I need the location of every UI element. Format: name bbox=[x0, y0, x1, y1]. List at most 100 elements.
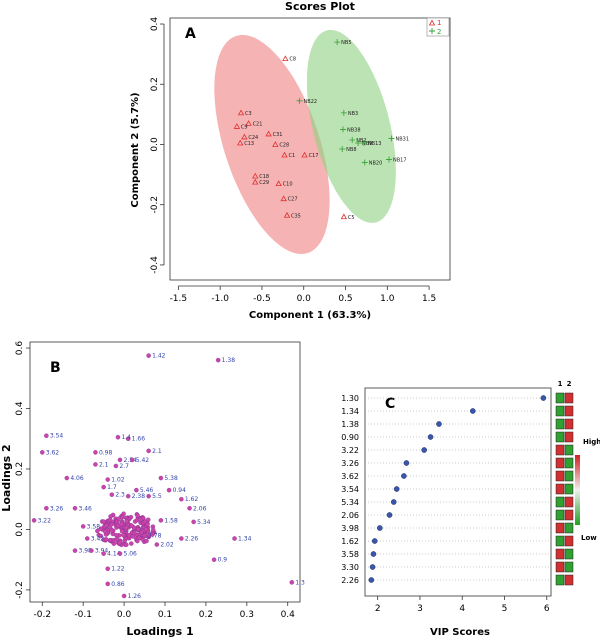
plot-c-frame bbox=[364, 387, 552, 597]
y-axis-label-a: Component 2 (5.7%) bbox=[130, 92, 141, 207]
loading-point bbox=[121, 533, 126, 538]
loading-point bbox=[44, 506, 49, 511]
panel-a-label: A bbox=[185, 26, 196, 42]
legend-entry-1: 1 bbox=[437, 19, 441, 27]
vip-row-label: 1.34 bbox=[341, 407, 359, 416]
x-tick-label-b: 0.0 bbox=[117, 610, 132, 620]
loading-point-label: 2.1 bbox=[152, 448, 162, 455]
loading-point bbox=[72, 548, 78, 553]
vip-row-label: 2.26 bbox=[341, 576, 359, 585]
loading-point-label: 0.86 bbox=[111, 581, 125, 588]
loading-point bbox=[117, 551, 123, 556]
loading-point bbox=[125, 436, 131, 441]
score-point-label: C17 bbox=[309, 153, 319, 159]
loading-point bbox=[40, 450, 45, 455]
vip-row-label: 3.62 bbox=[341, 472, 359, 481]
loading-point bbox=[117, 457, 123, 463]
vip-score-dot bbox=[540, 395, 547, 401]
loading-point bbox=[211, 557, 217, 562]
loading-point-label: 1.22 bbox=[111, 566, 125, 573]
loading-point-label: 3.54 bbox=[50, 433, 64, 440]
y-axis-label-b: Loadings 2 bbox=[0, 444, 13, 511]
loading-point bbox=[72, 506, 78, 511]
score-point bbox=[237, 139, 244, 146]
vip-score-dot bbox=[436, 421, 442, 427]
loading-point bbox=[187, 506, 192, 511]
loading-point-label: 1.3 bbox=[295, 579, 305, 586]
score-point bbox=[385, 156, 392, 163]
heat-cell-group-1 bbox=[555, 431, 565, 443]
plot-b-frame bbox=[29, 341, 301, 603]
heat-cell-group-1 bbox=[555, 561, 565, 573]
score-point-label: NB22 bbox=[304, 99, 318, 105]
vip-score-dot bbox=[386, 512, 393, 518]
score-point bbox=[340, 213, 348, 220]
score-point bbox=[280, 195, 287, 202]
score-point-label: NB2 bbox=[356, 138, 366, 144]
loadings-plot: B 1.421.383.543.621.661.42.10.982.545.42… bbox=[0, 341, 305, 638]
loading-point bbox=[158, 518, 164, 523]
score-point-label: C3 bbox=[245, 111, 252, 117]
vip-row-label: 1.30 bbox=[341, 394, 359, 403]
heatmap-colorbar bbox=[575, 455, 580, 525]
x-tick-label-c: 4 bbox=[459, 604, 465, 614]
heat-cell-group-1 bbox=[555, 405, 565, 417]
vip-row-label: 3.98 bbox=[341, 524, 359, 533]
score-point bbox=[281, 151, 288, 158]
vip-row-label: 3.54 bbox=[341, 485, 359, 494]
heat-cell-group-1 bbox=[555, 496, 565, 508]
heat-cell-group-2 bbox=[564, 431, 574, 443]
x-tick-label-a: 1.0 bbox=[380, 294, 395, 304]
loading-point-label: 3.58 bbox=[87, 523, 101, 530]
vip-score-dot bbox=[393, 486, 400, 492]
y-tick-label-b: -0.2 bbox=[15, 581, 25, 599]
loading-point bbox=[143, 526, 149, 532]
loading-point bbox=[105, 477, 110, 482]
loading-point-label: 2.78 bbox=[148, 532, 162, 539]
heat-cell-group-1 bbox=[555, 444, 565, 456]
loading-point bbox=[44, 433, 49, 438]
loading-point-label: 2.38 bbox=[132, 493, 146, 500]
heat-cell-group-2 bbox=[564, 483, 574, 495]
x-tick-label-a: -1.5 bbox=[170, 294, 188, 304]
confidence-ellipse-group-2 bbox=[306, 29, 396, 223]
score-point-label: C13 bbox=[244, 141, 254, 147]
loading-point bbox=[146, 353, 151, 358]
x-tick-label-b: 0.4 bbox=[281, 610, 296, 620]
score-point-label: NB13 bbox=[368, 141, 382, 147]
score-point bbox=[349, 136, 356, 143]
loading-point bbox=[124, 542, 129, 548]
loading-point bbox=[146, 493, 151, 499]
panel-b-label: B bbox=[50, 360, 61, 376]
legend-a: 1 2 bbox=[426, 17, 450, 37]
x-tick-label-a: -1.0 bbox=[211, 294, 229, 304]
loading-point-label: 1.66 bbox=[132, 436, 146, 443]
x-tick-label-c: 2 bbox=[375, 604, 381, 614]
heat-cell-group-2 bbox=[564, 561, 574, 573]
loading-point bbox=[132, 530, 137, 536]
loading-point bbox=[145, 522, 150, 527]
loading-point bbox=[103, 537, 109, 542]
heat-cell-group-2 bbox=[564, 470, 574, 482]
score-point-label: C35 bbox=[291, 213, 301, 219]
vip-score-dot bbox=[469, 408, 476, 414]
loading-point-label: 3.98 bbox=[79, 548, 93, 555]
vip-row-label: 2.06 bbox=[341, 511, 359, 520]
score-point bbox=[301, 151, 308, 158]
loading-point-label: 2.1 bbox=[99, 461, 109, 468]
heat-cell-group-2 bbox=[564, 418, 574, 430]
loading-point-label: 1.7 bbox=[107, 484, 117, 491]
loading-point-label: 4.14 bbox=[107, 551, 121, 558]
loading-point-label: 1.42 bbox=[152, 353, 166, 360]
heat-cell-group-1 bbox=[555, 483, 565, 495]
colorbar-low-label: Low bbox=[581, 534, 597, 542]
loading-point bbox=[109, 528, 115, 533]
x-tick-label-b: 0.3 bbox=[240, 610, 254, 620]
heat-cell-group-1 bbox=[555, 392, 565, 404]
loading-point bbox=[102, 529, 108, 534]
score-point-label: NB31 bbox=[395, 136, 409, 142]
score-point-label: C1 bbox=[289, 153, 296, 159]
heat-cell-group-2 bbox=[564, 535, 574, 547]
vip-score-dot bbox=[371, 538, 378, 544]
score-point-label: C27 bbox=[288, 197, 298, 203]
